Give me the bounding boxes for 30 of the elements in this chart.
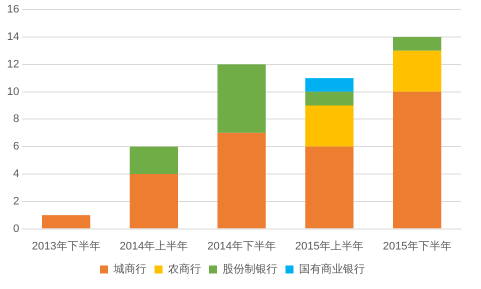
bar	[392, 92, 442, 228]
legend-label: 股份制银行	[222, 262, 278, 276]
bar	[217, 132, 266, 228]
legend-label: 农商行	[168, 262, 201, 276]
bar	[305, 146, 354, 228]
y-tick-label: 2	[13, 195, 20, 208]
bar	[130, 146, 178, 174]
bar	[305, 78, 354, 92]
legend-label: 国有商业银行	[299, 262, 365, 276]
x-tick-label: 2014年下半年	[207, 239, 276, 252]
y-tick-label: 16	[6, 4, 20, 16]
y-tick-label: 6	[13, 140, 20, 153]
bar	[217, 64, 266, 133]
x-tick-label: 2015年上半年	[295, 239, 364, 252]
x-tick-label: 2013年下半年	[32, 239, 100, 252]
y-tick-label: 0	[13, 222, 20, 235]
bar	[305, 92, 354, 106]
x-tick-label: 2015年下半年	[382, 239, 452, 252]
bar	[42, 215, 90, 228]
bar	[305, 106, 354, 147]
y-tick-label: 14	[6, 31, 20, 44]
bar	[392, 37, 442, 51]
y-tick-label: 4	[13, 168, 20, 180]
y-tick-label: 12	[6, 58, 20, 70]
y-tick-label: 10	[6, 86, 20, 98]
bar	[392, 50, 442, 92]
bar	[130, 174, 178, 228]
legend-label: 城商行	[112, 262, 146, 276]
y-tick-label: 8	[13, 113, 20, 126]
x-tick-label: 2014年上半年	[120, 239, 188, 252]
